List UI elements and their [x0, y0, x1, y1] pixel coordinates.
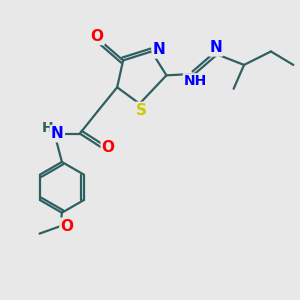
Text: O: O [61, 219, 74, 234]
Text: S: S [136, 103, 146, 118]
Text: O: O [102, 140, 115, 155]
Text: O: O [91, 29, 103, 44]
Text: N: N [153, 43, 165, 58]
Text: H: H [42, 121, 54, 135]
Text: N: N [209, 40, 222, 56]
Text: NH: NH [184, 74, 207, 88]
Text: N: N [51, 126, 64, 141]
Text: N: N [51, 126, 64, 141]
